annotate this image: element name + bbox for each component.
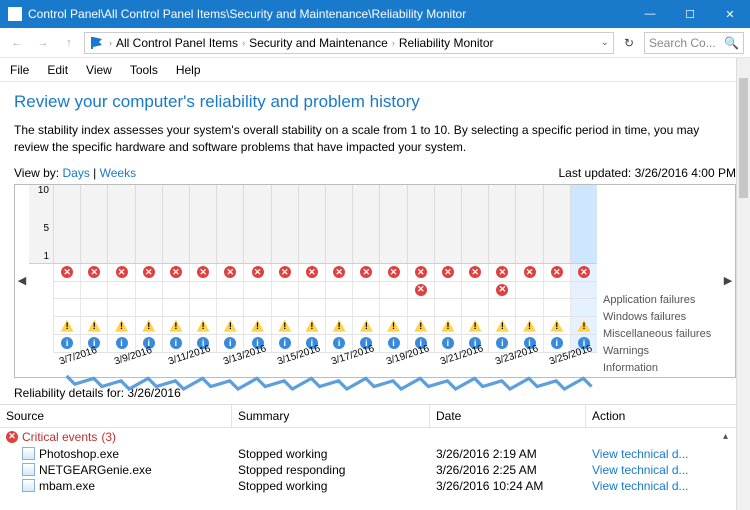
- flag-icon: [89, 35, 105, 51]
- details-table: Source Summary Date Action ✕ Critical ev…: [0, 404, 750, 494]
- crumb-item[interactable]: All Control Panel Items: [116, 36, 238, 50]
- title-bar: Control Panel\All Control Panel Items\Se…: [0, 0, 750, 28]
- menu-help[interactable]: Help: [176, 63, 201, 77]
- chart-prev-button[interactable]: ◀: [15, 185, 29, 377]
- window-icon: [8, 7, 22, 21]
- col-summary[interactable]: Summary: [232, 405, 430, 427]
- app-icon: [22, 463, 35, 476]
- back-button[interactable]: ←: [6, 32, 28, 54]
- collapse-icon[interactable]: ▴: [723, 431, 728, 442]
- col-date[interactable]: Date: [430, 405, 586, 427]
- reliability-chart: ◀ 10 5 1 ✕✕✕✕✕✕✕✕✕✕✕✕✕✕✕✕✕✕✕✕ ✕✕ !!!!!!!…: [14, 184, 736, 378]
- crumb-item[interactable]: Reliability Monitor: [399, 36, 494, 50]
- menu-file[interactable]: File: [10, 63, 29, 77]
- page-heading: Review your computer's reliability and p…: [14, 92, 736, 112]
- chart-next-button[interactable]: ▶: [721, 185, 735, 377]
- view-details-link[interactable]: View technical d...: [592, 463, 689, 477]
- view-details-link[interactable]: View technical d...: [592, 447, 689, 461]
- error-icon: ✕: [6, 431, 18, 443]
- scrollbar[interactable]: [736, 58, 750, 510]
- col-source[interactable]: Source: [0, 405, 232, 427]
- view-by-label: View by:: [14, 166, 59, 180]
- group-critical-events[interactable]: ✕ Critical events (3) ▴: [0, 428, 750, 446]
- menu-view[interactable]: View: [86, 63, 112, 77]
- close-button[interactable]: ✕: [710, 0, 750, 28]
- view-details-link[interactable]: View technical d...: [592, 479, 689, 493]
- search-icon: 🔍: [724, 36, 739, 50]
- breadcrumb[interactable]: › All Control Panel Items › Security and…: [84, 32, 614, 54]
- refresh-button[interactable]: ↻: [618, 36, 640, 50]
- y-axis: 10 5 1: [29, 185, 53, 263]
- chart-legend: Application failures Windows failures Mi…: [597, 185, 721, 377]
- page-description: The stability index assesses your system…: [14, 122, 736, 156]
- table-row[interactable]: NETGEARGenie.exeStopped responding3/26/2…: [0, 462, 750, 478]
- view-weeks-link[interactable]: Weeks: [100, 166, 136, 180]
- view-days-link[interactable]: Days: [62, 166, 89, 180]
- maximize-button[interactable]: ☐: [670, 0, 710, 28]
- app-icon: [22, 479, 35, 492]
- last-updated-label: Last updated:: [559, 166, 632, 180]
- col-action[interactable]: Action: [586, 405, 750, 427]
- menu-edit[interactable]: Edit: [47, 63, 68, 77]
- table-row[interactable]: mbam.exeStopped working3/26/2016 10:24 A…: [0, 478, 750, 494]
- table-row[interactable]: Photoshop.exeStopped working3/26/2016 2:…: [0, 446, 750, 462]
- last-updated-value: 3/26/2016 4:00 PM: [635, 166, 736, 180]
- up-button[interactable]: ↑: [58, 32, 80, 54]
- search-input[interactable]: Search Co... 🔍: [644, 32, 744, 54]
- menu-bar: File Edit View Tools Help: [0, 58, 750, 82]
- window-title: Control Panel\All Control Panel Items\Se…: [28, 7, 630, 21]
- menu-tools[interactable]: Tools: [130, 63, 158, 77]
- crumb-item[interactable]: Security and Maintenance: [249, 36, 388, 50]
- forward-button[interactable]: →: [32, 32, 54, 54]
- minimize-button[interactable]: —: [630, 0, 670, 28]
- app-icon: [22, 447, 35, 460]
- address-bar: ← → ↑ › All Control Panel Items › Securi…: [0, 28, 750, 58]
- chevron-down-icon[interactable]: ⌄: [601, 37, 609, 48]
